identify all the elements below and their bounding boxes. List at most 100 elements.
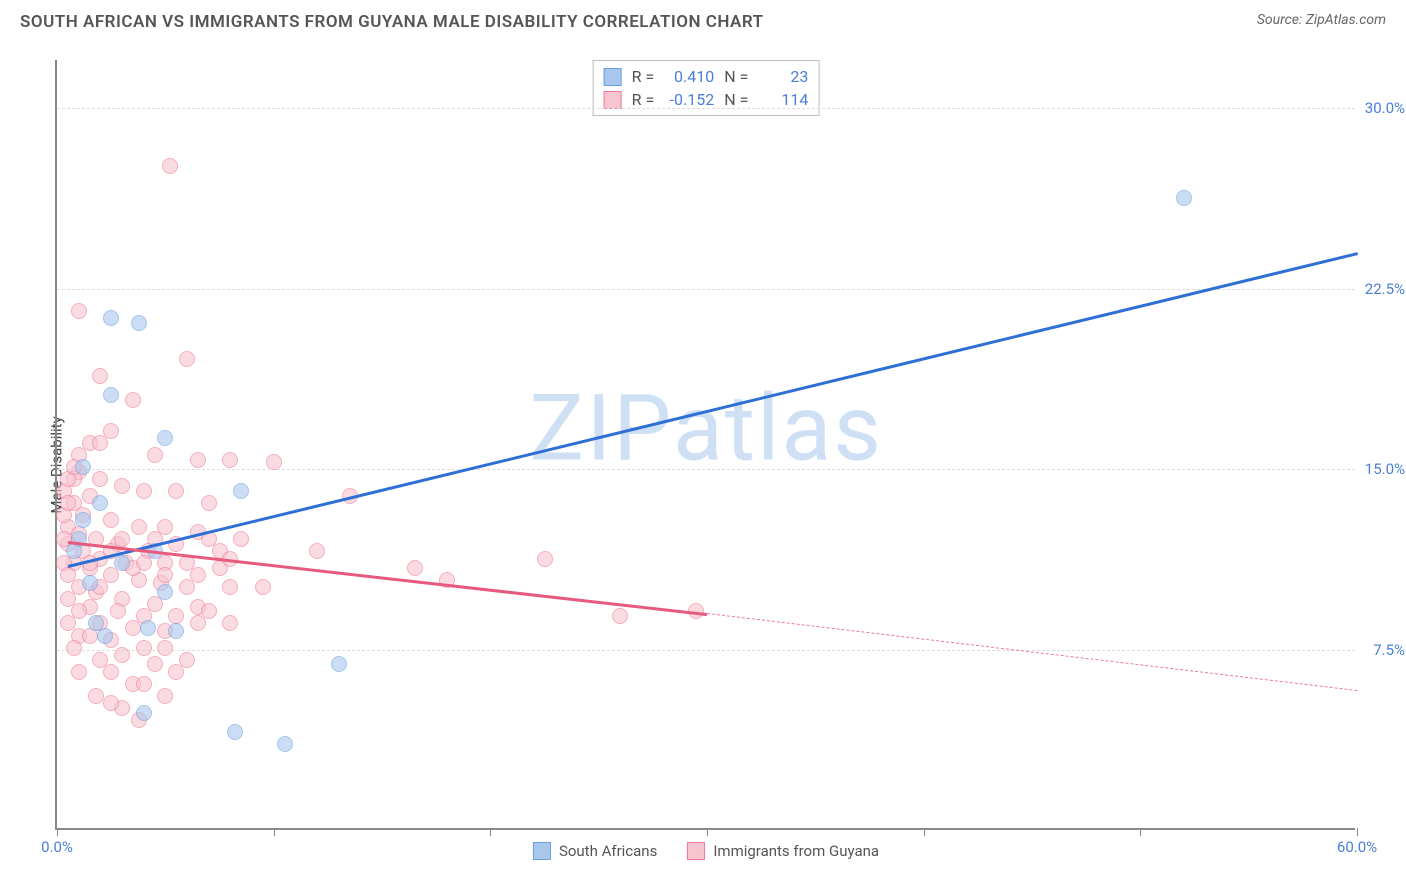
r-value: -0.152 [664, 90, 714, 109]
r-label: R = [632, 67, 655, 86]
scatter-point [168, 483, 184, 499]
scatter-point [114, 555, 130, 571]
scatter-point [222, 615, 238, 631]
plot-area: ZIPatlas R =0.410N =23R =-0.152N =114 So… [55, 60, 1355, 830]
scatter-point [222, 579, 238, 595]
r-value: 0.410 [664, 67, 714, 86]
scatter-point [168, 664, 184, 680]
y-tick-label: 30.0% [1365, 99, 1405, 117]
r-label: R = [632, 90, 655, 109]
n-label: N = [724, 67, 748, 86]
n-value: 114 [758, 90, 808, 109]
scatter-point [309, 543, 325, 559]
scatter-point [190, 615, 206, 631]
scatter-point [233, 531, 249, 547]
source-name: ZipAtlas.com [1306, 12, 1386, 28]
scatter-point [612, 608, 628, 624]
scatter-point [147, 656, 163, 672]
gridline [57, 469, 1355, 470]
scatter-point [131, 315, 147, 331]
scatter-point [407, 560, 423, 576]
scatter-point [147, 447, 163, 463]
x-tick [707, 828, 708, 836]
scatter-point [140, 620, 156, 636]
source-attribution: Source: ZipAtlas.com [1257, 12, 1386, 28]
scatter-point [179, 351, 195, 367]
scatter-point [88, 688, 104, 704]
chart-header: SOUTH AFRICAN VS IMMIGRANTS FROM GUYANA … [0, 0, 1406, 40]
series-swatch [604, 68, 622, 86]
scatter-point [136, 676, 152, 692]
scatter-point [103, 310, 119, 326]
x-tick [274, 828, 275, 836]
scatter-point [103, 695, 119, 711]
gridline [57, 650, 1355, 651]
scatter-point [71, 303, 87, 319]
trend-line-extrapolated [707, 613, 1357, 691]
legend-label: Immigrants from Guyana [713, 842, 879, 860]
scatter-point [136, 483, 152, 499]
source-label: Source: [1257, 12, 1306, 28]
scatter-point [60, 495, 76, 511]
scatter-point [75, 459, 91, 475]
scatter-point [537, 551, 553, 567]
legend-swatch [533, 842, 551, 860]
legend-label: South Africans [559, 842, 657, 860]
scatter-point [82, 575, 98, 591]
y-tick-label: 7.5% [1373, 641, 1405, 659]
scatter-point [71, 664, 87, 680]
series-swatch [604, 91, 622, 109]
y-tick-label: 15.0% [1365, 460, 1405, 478]
trend-line [68, 253, 1358, 568]
stats-row: R =0.410N =23 [604, 65, 809, 88]
scatter-point [190, 452, 206, 468]
scatter-point [75, 512, 91, 528]
legend-swatch [687, 842, 705, 860]
scatter-point [222, 452, 238, 468]
chart-container: Male Disability ZIPatlas R =0.410N =23R … [0, 40, 1406, 890]
scatter-point [60, 567, 76, 583]
watermark: ZIPatlas [529, 375, 883, 482]
x-tick [1357, 828, 1358, 836]
scatter-point [114, 647, 130, 663]
scatter-point [66, 543, 82, 559]
scatter-point [131, 519, 147, 535]
scatter-point [92, 495, 108, 511]
scatter-point [103, 387, 119, 403]
scatter-point [71, 603, 87, 619]
gridline [57, 108, 1355, 109]
x-tick [57, 828, 58, 836]
scatter-point [157, 430, 173, 446]
legend-item: Immigrants from Guyana [687, 842, 879, 860]
scatter-point [157, 584, 173, 600]
y-tick-label: 22.5% [1365, 280, 1405, 298]
scatter-point [168, 623, 184, 639]
scatter-point [136, 705, 152, 721]
scatter-point [110, 603, 126, 619]
gridline [57, 289, 1355, 290]
x-tick [924, 828, 925, 836]
scatter-point [103, 664, 119, 680]
scatter-point [92, 471, 108, 487]
scatter-point [92, 368, 108, 384]
scatter-point [190, 567, 206, 583]
x-tick [1140, 828, 1141, 836]
scatter-point [162, 158, 178, 174]
scatter-point [233, 483, 249, 499]
chart-title: SOUTH AFRICAN VS IMMIGRANTS FROM GUYANA … [20, 12, 764, 32]
scatter-point [266, 454, 282, 470]
x-tick-label: 60.0% [1337, 838, 1377, 856]
scatter-point [1176, 190, 1192, 206]
scatter-point [114, 531, 130, 547]
scatter-point [201, 495, 217, 511]
bottom-legend: South Africans Immigrants from Guyana [533, 842, 879, 860]
scatter-point [92, 435, 108, 451]
legend-item: South Africans [533, 842, 657, 860]
scatter-point [97, 628, 113, 644]
scatter-point [331, 656, 347, 672]
scatter-point [125, 392, 141, 408]
n-label: N = [724, 90, 748, 109]
scatter-point [114, 478, 130, 494]
scatter-point [66, 640, 82, 656]
scatter-point [157, 567, 173, 583]
